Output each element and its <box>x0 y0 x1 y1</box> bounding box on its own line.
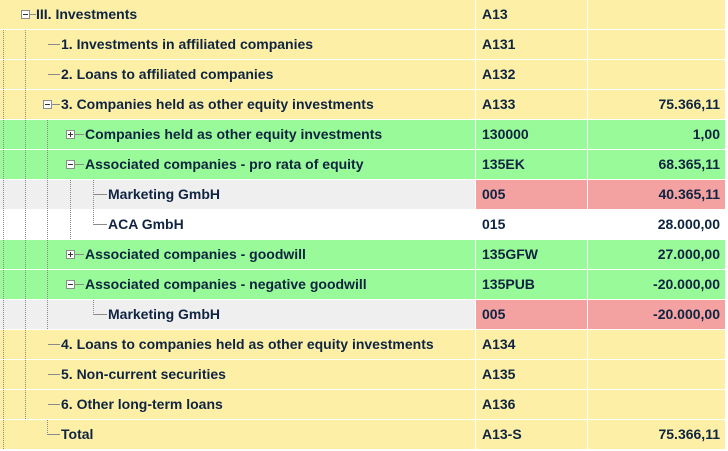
amount-cell[interactable]: -20.000,00 <box>588 300 725 329</box>
amount-cell[interactable]: 1,00 <box>588 120 725 149</box>
amount-cell[interactable]: 75.366,11 <box>588 90 725 119</box>
tree-row-non-current-securities[interactable]: 5. Non-current securities A135 <box>0 360 728 389</box>
code-cell[interactable]: 135GFW <box>476 240 587 269</box>
amount-cell[interactable] <box>588 0 725 29</box>
label-cell[interactable]: 6. Other long-term loans <box>0 390 475 419</box>
row-label: 4. Loans to companies held as other equi… <box>61 336 434 352</box>
label-cell[interactable]: 2. Loans to affiliated companies <box>0 60 475 89</box>
label-cell[interactable]: Associated companies - goodwill <box>0 240 475 269</box>
code-cell[interactable]: A13 <box>476 0 587 29</box>
amount-cell[interactable] <box>588 390 725 419</box>
amount-cell[interactable]: -20.000,00 <box>588 270 725 299</box>
amount-cell[interactable] <box>588 60 725 89</box>
row-label: ACA GmbH <box>108 216 184 232</box>
expand-icon[interactable] <box>66 130 75 139</box>
code-cell[interactable]: A13-S <box>476 420 587 449</box>
collapse-icon[interactable] <box>21 10 30 19</box>
amount-cell[interactable]: 28.000,00 <box>588 210 725 239</box>
tree-row-companies-held[interactable]: Companies held as other equity investmen… <box>0 120 728 149</box>
tree-row-other-long-term-loans[interactable]: 6. Other long-term loans A136 <box>0 390 728 419</box>
label-cell[interactable]: 4. Loans to companies held as other equi… <box>0 330 475 359</box>
collapse-icon[interactable] <box>66 160 75 169</box>
code-cell[interactable]: 130000 <box>476 120 587 149</box>
label-cell[interactable]: Marketing GmbH <box>0 300 475 329</box>
amount-cell[interactable] <box>588 360 725 389</box>
row-label: Marketing GmbH <box>108 306 221 322</box>
label-cell[interactable]: Total <box>0 420 475 449</box>
tree-row-investments-affiliated[interactable]: 1. Investments in affiliated companies A… <box>0 30 728 59</box>
label-cell[interactable]: 5. Non-current securities <box>0 360 475 389</box>
tree-row-loans-other-equity[interactable]: 4. Loans to companies held as other equi… <box>0 330 728 359</box>
amount-cell[interactable]: 75.366,11 <box>588 420 725 449</box>
row-label: Associated companies - goodwill <box>85 246 306 262</box>
label-cell[interactable]: Associated companies - pro rata of equit… <box>0 150 475 179</box>
row-label: 2. Loans to affiliated companies <box>61 66 274 82</box>
code-cell[interactable]: A132 <box>476 60 587 89</box>
row-label: III. Investments <box>36 6 138 22</box>
code-cell[interactable]: 135EK <box>476 150 587 179</box>
code-cell[interactable]: 005 <box>476 180 587 209</box>
row-label: 3. Companies held as other equity invest… <box>61 96 374 112</box>
label-cell[interactable]: Companies held as other equity investmen… <box>0 120 475 149</box>
label-cell[interactable]: III. Investments <box>0 0 475 29</box>
collapse-icon[interactable] <box>43 100 52 109</box>
tree-row-investments[interactable]: III. Investments A13 <box>0 0 728 29</box>
label-cell[interactable]: ACA GmbH <box>0 210 475 239</box>
code-cell[interactable]: 135PUB <box>476 270 587 299</box>
amount-cell[interactable]: 27.000,00 <box>588 240 725 269</box>
label-cell[interactable]: Marketing GmbH <box>0 180 475 209</box>
row-label: Marketing GmbH <box>108 186 221 202</box>
tree-row-associated-pro-rata[interactable]: Associated companies - pro rata of equit… <box>0 150 728 179</box>
tree-row-marketing-gmbh[interactable]: Marketing GmbH 005 -20.000,00 <box>0 300 728 329</box>
amount-cell[interactable] <box>588 30 725 59</box>
code-cell[interactable]: A133 <box>476 90 587 119</box>
tree-row-aca-gmbh[interactable]: ACA GmbH 015 28.000,00 <box>0 210 728 239</box>
tree-row-associated-negative-goodwill[interactable]: Associated companies - negative goodwill… <box>0 270 728 299</box>
label-cell[interactable]: Associated companies - negative goodwill <box>0 270 475 299</box>
code-cell[interactable]: A136 <box>476 390 587 419</box>
label-cell[interactable]: 1. Investments in affiliated companies <box>0 30 475 59</box>
row-label: 6. Other long-term loans <box>61 396 223 412</box>
tree-row-marketing-gmbh[interactable]: Marketing GmbH 005 40.365,11 <box>0 180 728 209</box>
row-label: Associated companies - pro rata of equit… <box>85 156 364 172</box>
row-label: Associated companies - negative goodwill <box>85 276 367 292</box>
tree-row-other-equity-investments[interactable]: 3. Companies held as other equity invest… <box>0 90 728 119</box>
row-label: 1. Investments in affiliated companies <box>61 36 314 52</box>
row-label: Total <box>61 426 94 442</box>
code-cell[interactable]: 005 <box>476 300 587 329</box>
label-cell[interactable]: 3. Companies held as other equity invest… <box>0 90 475 119</box>
collapse-icon[interactable] <box>66 280 75 289</box>
code-cell[interactable]: 015 <box>476 210 587 239</box>
row-label: Companies held as other equity investmen… <box>85 126 383 142</box>
code-cell[interactable]: A135 <box>476 360 587 389</box>
amount-cell[interactable]: 68.365,11 <box>588 150 725 179</box>
amount-cell[interactable]: 40.365,11 <box>588 180 725 209</box>
tree-row-total[interactable]: Total A13-S 75.366,11 <box>0 420 728 449</box>
code-cell[interactable]: A131 <box>476 30 587 59</box>
tree-row-loans-affiliated[interactable]: 2. Loans to affiliated companies A132 <box>0 60 728 89</box>
code-cell[interactable]: A134 <box>476 330 587 359</box>
tree-row-associated-goodwill[interactable]: Associated companies - goodwill 135GFW 2… <box>0 240 728 269</box>
amount-cell[interactable] <box>588 330 725 359</box>
row-label: 5. Non-current securities <box>61 366 226 382</box>
expand-icon[interactable] <box>66 250 75 259</box>
